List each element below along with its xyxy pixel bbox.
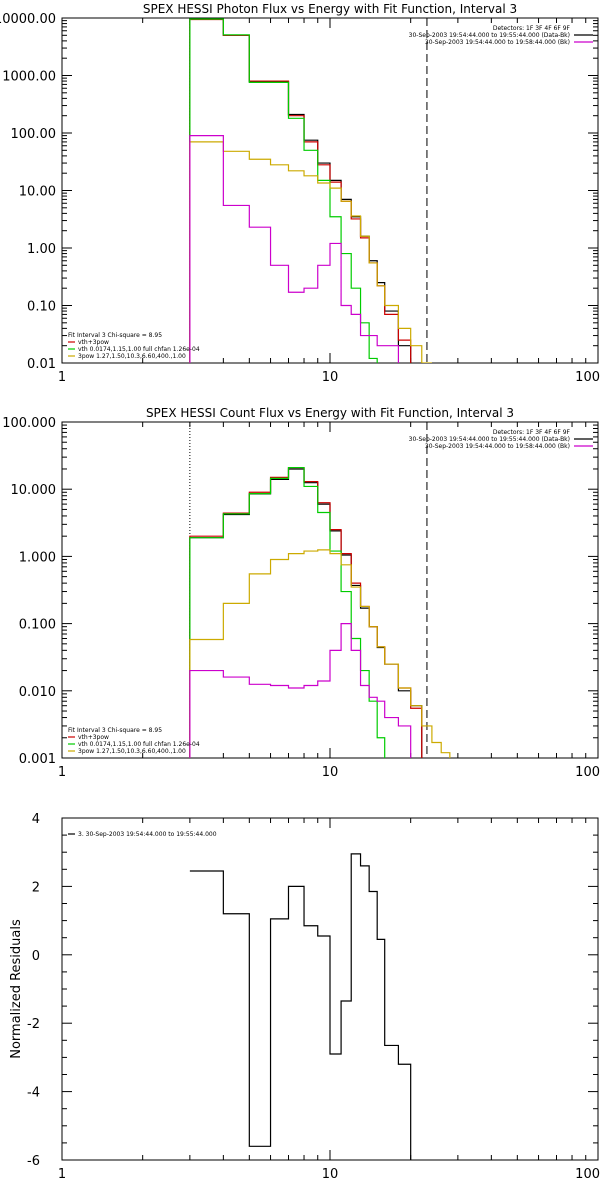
- y-tick-label: 100.00: [11, 127, 57, 142]
- chart-title: SPEX HESSI Photon Flux vs Energy with Fi…: [143, 2, 517, 16]
- y-tick-label: 0.10: [27, 300, 56, 315]
- x-tick-label: 10: [322, 370, 339, 385]
- y-tick-label: 10000.00: [0, 12, 56, 27]
- y-tick-label: 0.100: [19, 618, 56, 633]
- y-tick-label: 1000.00: [2, 70, 56, 85]
- legend-text: 3pow 1.27,1.50,10.3,6.60,400.,1.00: [78, 353, 186, 360]
- y-tick-label: 0.010: [19, 685, 56, 700]
- series-group: [189, 466, 451, 758]
- series-line-3: [189, 466, 386, 758]
- legend-text: vth 0.0174,1.15,1.00 full chfan 1.26e-04: [78, 346, 200, 353]
- y-tick-label: -6: [27, 1154, 40, 1169]
- y-tick-label: 1.00: [27, 242, 56, 257]
- legend-text: vth 0.0174,1.15,1.00 full chfan 1.26e-04: [78, 741, 200, 748]
- x-tick-label: 1: [58, 370, 66, 385]
- legend-text: vth+3pow: [78, 734, 109, 741]
- series-line-4: [189, 141, 432, 363]
- y-tick-label: -2: [27, 1017, 40, 1032]
- chart-panel-1: SPEX HESSI Photon Flux vs Energy with Fi…: [0, 2, 600, 385]
- y-tick-label: 10.000: [11, 483, 57, 498]
- x-tick-label: 1: [58, 765, 66, 780]
- y-axis-label: Normalized Residuals: [9, 919, 24, 1059]
- chart-title: SPEX HESSI Count Flux vs Energy with Fit…: [146, 406, 514, 420]
- series-line-1: [189, 468, 423, 758]
- y-tick-label: 1.000: [19, 550, 56, 565]
- legend-text: 30-Sep-2003 19:54:44.000 to 19:55:44.000…: [409, 436, 570, 443]
- legend-text: Detectors: 1F 3F 4F 6F 9F: [493, 429, 571, 436]
- x-tick-label: 100: [575, 370, 600, 385]
- chart-panel-2: SPEX HESSI Count Flux vs Energy with Fit…: [2, 406, 600, 780]
- series-group: [189, 853, 412, 1160]
- legend-text: Detectors: 1F 3F 4F 6F 9F: [493, 25, 571, 32]
- legend-text: 30-Sep-2003 19:54:44.000 to 19:55:44.000…: [409, 32, 570, 39]
- legend-text: 30-Sep-2003 19:54:44.000 to 19:58:44.000…: [425, 39, 570, 46]
- series-line-5: [189, 623, 412, 758]
- legend-text: 3pow 1.27,1.50,10.3,6.60,400.,1.00: [78, 748, 186, 755]
- legend-text: 3. 30-Sep-2003 19:54:44.000 to 19:55:44.…: [78, 831, 217, 838]
- series-line-5: [189, 135, 400, 363]
- y-tick-label: -4: [27, 1086, 40, 1101]
- series-line-3: [189, 18, 378, 363]
- series-line-2: [189, 466, 423, 758]
- y-tick-label: 0.01: [27, 357, 56, 372]
- legend-text: Fit Interval 3 Chi-square = 8.95: [68, 332, 162, 339]
- x-tick-label: 100: [575, 765, 600, 780]
- chart-panel-3: Normalized Residuals 1 10 100 -6 -4 -2 0 2 4 3. 30…: [9, 812, 600, 1182]
- y-tick-label: 0: [32, 949, 40, 964]
- x-tick-label: 10: [322, 765, 339, 780]
- y-tick-label: 100.000: [2, 416, 56, 431]
- legend-text: vth+3pow: [78, 339, 109, 346]
- x-tick-label: 100: [575, 1167, 600, 1182]
- legend-text: Fit Interval 3 Chi-square = 8.95: [68, 727, 162, 734]
- y-tick-label: 0.001: [19, 752, 56, 767]
- y-tick-label: 10.00: [19, 185, 56, 200]
- x-tick-label: 1: [58, 1167, 66, 1182]
- plot-frame: [61, 421, 599, 759]
- legend-text: 30-Sep-2003 19:54:44.000 to 19:58:44.000…: [425, 443, 570, 450]
- series-line-1: [189, 853, 412, 1160]
- y-tick-label: 2: [32, 880, 40, 895]
- series-group: [189, 18, 432, 363]
- x-tick-label: 10: [322, 1167, 339, 1182]
- y-tick-label: 4: [32, 812, 40, 827]
- series-line-4: [189, 549, 451, 758]
